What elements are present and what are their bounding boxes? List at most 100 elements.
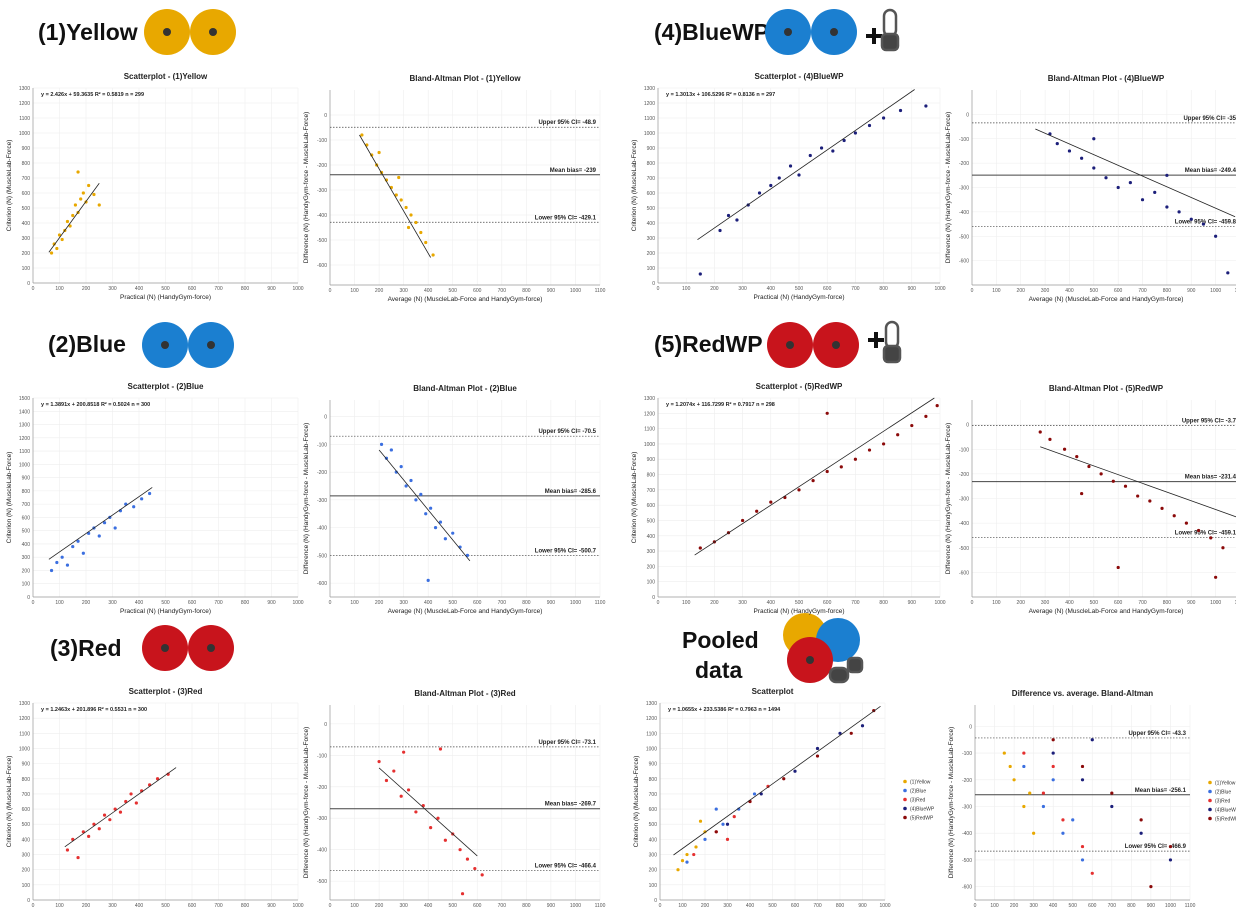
x-tick-label: 400 xyxy=(767,286,776,292)
x-tick-label: 600 xyxy=(1114,288,1123,294)
legend-label: (2)Blue xyxy=(1215,790,1231,796)
reference-label: Lower 95% CI= -459.8 xyxy=(1175,219,1236,225)
x-tick-label: 800 xyxy=(1163,600,1172,606)
point xyxy=(400,795,403,798)
x-axis-label: Average (N) (MuscleLab-Force and HandyGy… xyxy=(1029,608,1184,615)
chart-title: Bland-Altman Plot - (5)RedWP xyxy=(1049,384,1164,393)
x-tick-label: 800 xyxy=(241,600,250,606)
x-tick-label: 100 xyxy=(55,600,64,606)
point xyxy=(1061,818,1064,821)
x-tick-label: 100 xyxy=(55,903,64,908)
point xyxy=(681,859,684,862)
x-tick-label: 900 xyxy=(858,903,867,908)
point xyxy=(1140,818,1143,821)
x-tick-label: 900 xyxy=(547,600,556,606)
point xyxy=(71,545,74,548)
x-tick-label: 900 xyxy=(267,286,276,292)
x-tick-label: 300 xyxy=(399,288,408,294)
x-tick-label: 0 xyxy=(329,600,332,606)
y-tick-label: 200 xyxy=(22,868,31,874)
legend-label: (5)RedWP xyxy=(1215,817,1236,823)
legend-label: (1)Yellow xyxy=(1215,781,1236,787)
reference-label: Upper 95% CI= -3.7 xyxy=(1182,419,1236,425)
point xyxy=(861,724,864,727)
point xyxy=(1110,792,1113,795)
equation: y = 1.2463x + 201.896 R² = 0.5531 n = 30… xyxy=(41,706,147,713)
x-tick-label: 300 xyxy=(738,600,747,606)
x-tick-label: 800 xyxy=(522,903,531,908)
point xyxy=(1092,166,1095,169)
y-tick-label: 1400 xyxy=(19,409,30,415)
x-tick-label: 700 xyxy=(498,288,507,294)
y-tick-label: 800 xyxy=(22,161,31,167)
x-tick-label: 600 xyxy=(1088,903,1097,908)
y-tick-label: 1100 xyxy=(19,731,30,737)
y-tick-label: 1300 xyxy=(19,86,30,92)
point xyxy=(882,442,885,445)
point xyxy=(753,792,756,795)
point xyxy=(826,412,829,415)
x-tick-label: 0 xyxy=(974,903,977,908)
point xyxy=(1140,832,1143,835)
x-tick-label: 200 xyxy=(1010,903,1019,908)
point xyxy=(685,861,688,864)
x-axis-label: Average (N) (MuscleLab-Force and HandyGy… xyxy=(388,296,543,303)
point xyxy=(1100,472,1103,475)
point xyxy=(61,238,64,241)
point xyxy=(119,811,122,814)
x-tick-label: 100 xyxy=(350,903,359,908)
point xyxy=(461,892,464,895)
y-tick-label: -300 xyxy=(959,497,969,503)
y-tick-label: 400 xyxy=(647,221,656,227)
y-tick-label: 100 xyxy=(647,580,656,586)
figure: (1)Yellow (2)Blue (3)Red (4)BlueWP (5)Re… xyxy=(0,0,1236,908)
point xyxy=(703,838,706,841)
point xyxy=(797,488,800,491)
chart-title: Scatterplot - (5)RedWP xyxy=(756,382,843,391)
point xyxy=(135,801,138,804)
point xyxy=(1129,181,1132,184)
y-tick-label: -600 xyxy=(959,570,969,576)
y-tick-label: 900 xyxy=(22,476,31,482)
point xyxy=(1169,845,1172,848)
point xyxy=(66,564,69,567)
point xyxy=(733,815,736,818)
y-tick-label: -300 xyxy=(962,805,972,811)
point xyxy=(782,777,785,780)
point xyxy=(726,838,729,841)
x-tick-label: 1000 xyxy=(292,286,303,292)
point xyxy=(868,124,871,127)
point xyxy=(727,214,730,217)
y-tick-label: 900 xyxy=(649,762,658,768)
y-tick-label: -100 xyxy=(317,753,327,759)
x-tick-label: 800 xyxy=(241,903,250,908)
heading: (3)Red xyxy=(50,635,122,661)
y-tick-label: 800 xyxy=(22,777,31,783)
x-tick-label: 200 xyxy=(710,600,719,606)
point xyxy=(1075,455,1078,458)
reference-label: Lower 95% CI= -466.9 xyxy=(1125,844,1187,850)
point xyxy=(1061,832,1064,835)
heading: data xyxy=(695,657,743,683)
point xyxy=(755,510,758,513)
x-tick-label: 0 xyxy=(659,903,662,908)
point xyxy=(831,149,834,152)
point xyxy=(1209,536,1212,539)
point xyxy=(407,226,410,229)
point xyxy=(76,856,79,859)
y-tick-label: 500 xyxy=(22,529,31,535)
y-tick-label: 1200 xyxy=(19,101,30,107)
point xyxy=(148,492,151,495)
y-tick-label: 700 xyxy=(22,502,31,508)
x-tick-label: 200 xyxy=(82,600,91,606)
point xyxy=(429,826,432,829)
x-tick-label: 200 xyxy=(710,286,719,292)
x-tick-label: 0 xyxy=(32,600,35,606)
y-tick-label: -100 xyxy=(962,751,972,757)
y-axis-label: Criterion (N) (MuscleLab-Force) xyxy=(631,140,638,232)
x-tick-label: 700 xyxy=(214,903,223,908)
x-tick-label: 1000 xyxy=(1210,600,1221,606)
x-tick-label: 300 xyxy=(108,600,117,606)
point xyxy=(458,848,461,851)
y-tick-label: 600 xyxy=(22,191,31,197)
